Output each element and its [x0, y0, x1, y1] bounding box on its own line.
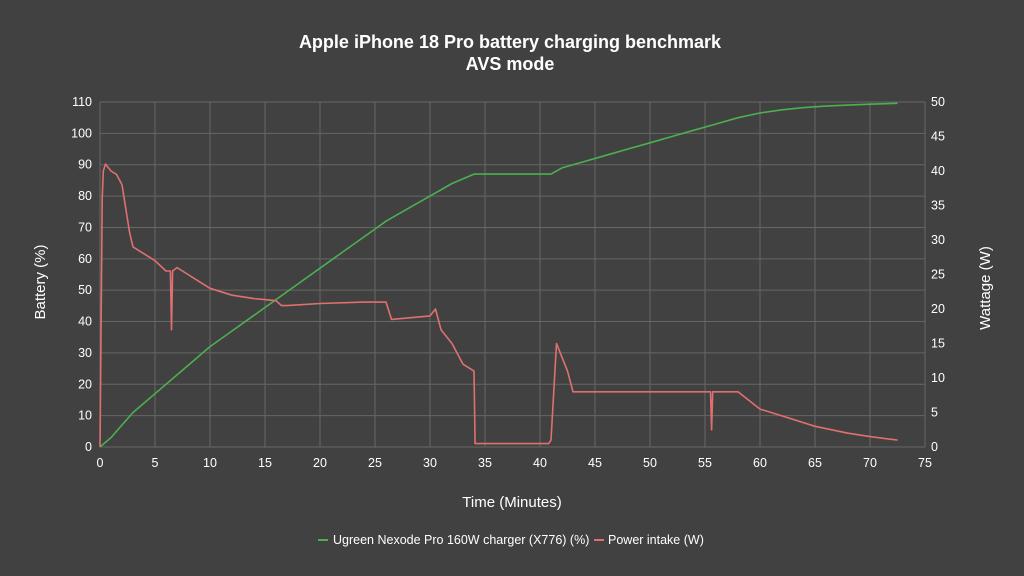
left-tick-label: 0	[85, 440, 92, 454]
x-tick-label: 60	[753, 456, 767, 470]
right-tick-label: 10	[931, 371, 945, 385]
left-tick-label: 80	[78, 189, 92, 203]
x-tick-label: 75	[918, 456, 932, 470]
right-tick-label: 25	[931, 268, 945, 282]
left-tick-label: 50	[78, 283, 92, 297]
x-tick-label: 35	[478, 456, 492, 470]
legend: Ugreen Nexode Pro 160W charger (X776) (%…	[318, 533, 704, 547]
right-tick-label: 15	[931, 337, 945, 351]
left-tick-label: 70	[78, 220, 92, 234]
right-tick-label: 45	[931, 130, 945, 144]
x-tick-label: 55	[698, 456, 712, 470]
right-tick-label: 0	[931, 440, 938, 454]
x-tick-label: 65	[808, 456, 822, 470]
right-tick-label: 30	[931, 233, 945, 247]
chart-subtitle: AVS mode	[466, 54, 555, 74]
series-lines	[99, 102, 898, 448]
right-tick-label: 40	[931, 164, 945, 178]
right-tick-label: 5	[931, 406, 938, 420]
x-tick-label: 10	[203, 456, 217, 470]
left-tick-label: 40	[78, 315, 92, 329]
x-tick-label: 40	[533, 456, 547, 470]
right-tick-label: 20	[931, 302, 945, 316]
left-tick-label: 90	[78, 158, 92, 172]
left-axis-title: Battery (%)	[32, 244, 49, 319]
x-tick-label: 5	[152, 456, 159, 470]
x-tick-label: 45	[588, 456, 602, 470]
right-axis-title: Wattage (W)	[977, 246, 994, 330]
x-axis-title: Time (Minutes)	[462, 494, 561, 511]
gridlines	[99, 101, 926, 448]
x-tick-label: 70	[863, 456, 877, 470]
left-tick-label: 110	[72, 95, 92, 109]
x-tick-label: 25	[368, 456, 382, 470]
legend-label-battery: Ugreen Nexode Pro 160W charger (X776) (%…	[333, 533, 589, 547]
legend-label-power: Power intake (W)	[608, 533, 704, 547]
right-tick-label: 35	[931, 199, 945, 213]
x-tick-label: 0	[97, 456, 104, 470]
left-tick-label: 100	[71, 126, 92, 140]
power-series-line	[99, 163, 898, 448]
battery-series-line	[99, 102, 898, 448]
axis-ticks: 0 5 10 15 20 25 30 35 40 45 50 55 60 65 70 750102030405…	[71, 95, 945, 470]
x-tick-label: 20	[313, 456, 327, 470]
chart-title: Apple iPhone 18 Pro battery charging ben…	[299, 32, 722, 52]
left-tick-label: 30	[78, 346, 92, 360]
left-tick-label: 60	[78, 252, 92, 266]
left-tick-label: 20	[78, 377, 92, 391]
right-tick-label: 50	[931, 95, 945, 109]
left-tick-label: 10	[78, 409, 92, 423]
x-tick-label: 15	[258, 456, 272, 470]
x-tick-label: 50	[643, 456, 657, 470]
x-tick-label: 30	[423, 456, 437, 470]
